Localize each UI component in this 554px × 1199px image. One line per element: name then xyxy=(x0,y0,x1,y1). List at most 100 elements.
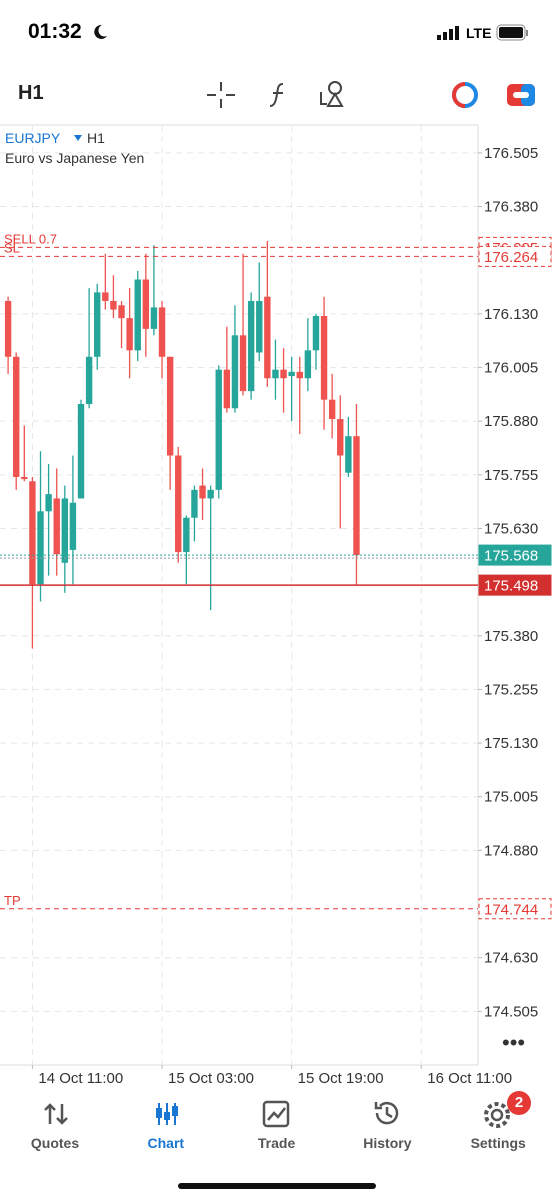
candle-body xyxy=(239,335,247,392)
tab-0[interactable]: Quotes xyxy=(30,1135,80,1151)
candle-body xyxy=(29,481,36,585)
y-tick-label: 175.130 xyxy=(484,735,538,752)
y-tick-label: 175.380 xyxy=(484,628,538,645)
candle-body xyxy=(320,316,328,400)
x-tick-label: 14 Oct 11:00 xyxy=(38,1070,123,1087)
candle-body xyxy=(223,369,231,409)
level-label: SELL 0.7 xyxy=(4,231,57,246)
y-tick-label: 176.130 xyxy=(484,306,538,323)
tab-4[interactable]: Settings xyxy=(470,1135,526,1151)
tab-2[interactable]: Trade xyxy=(257,1135,296,1151)
candle-body xyxy=(280,369,287,379)
y-tick-label: 175.755 xyxy=(484,467,538,484)
quotes-icon xyxy=(44,1103,68,1125)
level-price: 175.568 xyxy=(484,548,538,565)
status-bar: 01:32 LTE xyxy=(0,0,554,60)
x-tick-label: 15 Oct 19:00 xyxy=(298,1070,384,1087)
candle-body xyxy=(247,300,255,392)
candle-body xyxy=(4,300,12,357)
candle-body xyxy=(150,307,158,329)
candle-body xyxy=(37,511,44,585)
candle-body xyxy=(256,300,263,353)
candle-body xyxy=(102,292,109,301)
settings-badge: 2 xyxy=(514,1094,524,1111)
candle-body xyxy=(53,498,60,555)
y-tick-label: 175.630 xyxy=(484,520,538,537)
badge-bg xyxy=(507,1091,531,1115)
tab-bar: 2 Quotes Chart Trade History Settings xyxy=(0,1090,554,1199)
candle-body xyxy=(158,307,166,357)
candle-body xyxy=(118,305,125,319)
level-label: SL xyxy=(4,240,20,255)
candle-body xyxy=(345,436,352,473)
network-label: LTE xyxy=(466,25,492,41)
clock: 01:32 xyxy=(28,20,82,43)
candle-body xyxy=(337,419,344,456)
level-price: 174.744 xyxy=(484,901,538,918)
candle-body xyxy=(77,403,85,499)
level-price: 176.264 xyxy=(484,249,538,266)
indicators-button[interactable] xyxy=(265,80,291,110)
candle-body xyxy=(231,335,239,409)
y-tick-label: 176.380 xyxy=(484,199,538,216)
battery-icon xyxy=(496,24,528,41)
candle-body xyxy=(110,300,117,310)
crosshair-button[interactable] xyxy=(205,80,237,110)
level-price: 175.498 xyxy=(484,578,538,595)
candle-body xyxy=(61,498,69,563)
symbol-label[interactable]: EURJPY xyxy=(5,130,61,146)
candle-body xyxy=(183,517,190,553)
candle-body xyxy=(21,476,28,480)
level-price-box xyxy=(478,898,552,920)
candle-body xyxy=(142,279,150,329)
candle-body xyxy=(94,292,101,357)
chart-icon xyxy=(156,1103,178,1125)
candle-body xyxy=(175,455,182,553)
y-tick-label: 175.005 xyxy=(484,789,538,806)
one-click-button[interactable] xyxy=(450,80,480,110)
candle-body xyxy=(264,296,271,379)
timeframe-button[interactable]: H1 xyxy=(18,82,44,104)
candle-body xyxy=(215,369,222,490)
tab-1[interactable]: Chart xyxy=(147,1135,185,1151)
candle-body xyxy=(45,494,52,512)
candle-body xyxy=(304,350,312,379)
symbol-description: Euro vs Japanese Yen xyxy=(5,150,145,166)
settings-icon xyxy=(484,1102,510,1128)
candle-body xyxy=(328,399,336,420)
trade-icon xyxy=(262,1100,290,1128)
chart-timeframe: H1 xyxy=(87,130,105,146)
dropdown-icon xyxy=(74,135,82,141)
tab-3[interactable]: History xyxy=(363,1135,412,1151)
signal-icon xyxy=(437,26,459,40)
candle-body xyxy=(272,369,279,379)
candle-body xyxy=(69,502,77,550)
y-tick-label: 174.880 xyxy=(484,842,538,859)
history-icon xyxy=(374,1101,399,1125)
y-tick-label: 176.505 xyxy=(484,145,538,162)
candle-body xyxy=(166,356,174,456)
level-price-box xyxy=(478,544,552,566)
candle-body xyxy=(288,371,295,377)
x-tick-label: 15 Oct 03:00 xyxy=(168,1070,254,1087)
candle-body xyxy=(296,371,303,379)
candle-body xyxy=(191,489,198,518)
candle-body xyxy=(207,489,214,499)
candle-body xyxy=(85,356,93,404)
chart: ••• 176.505 176.380 176.130 176.005 175.880 1… xyxy=(0,124,552,1087)
objects-button[interactable] xyxy=(318,78,350,110)
candle-body xyxy=(134,279,141,351)
trade-button[interactable] xyxy=(505,82,537,108)
y-tick-label: 175.880 xyxy=(484,413,538,430)
level-price-box xyxy=(478,245,552,267)
level-label: TP xyxy=(4,893,21,908)
candle-body xyxy=(353,436,360,556)
moon-icon xyxy=(94,24,107,39)
y-tick-label: 175.255 xyxy=(484,681,538,698)
candle-body xyxy=(312,316,320,351)
level-price-box xyxy=(478,574,552,596)
candle-body xyxy=(13,356,20,477)
candle-body xyxy=(199,485,206,499)
more-button[interactable]: ••• xyxy=(502,1030,525,1055)
